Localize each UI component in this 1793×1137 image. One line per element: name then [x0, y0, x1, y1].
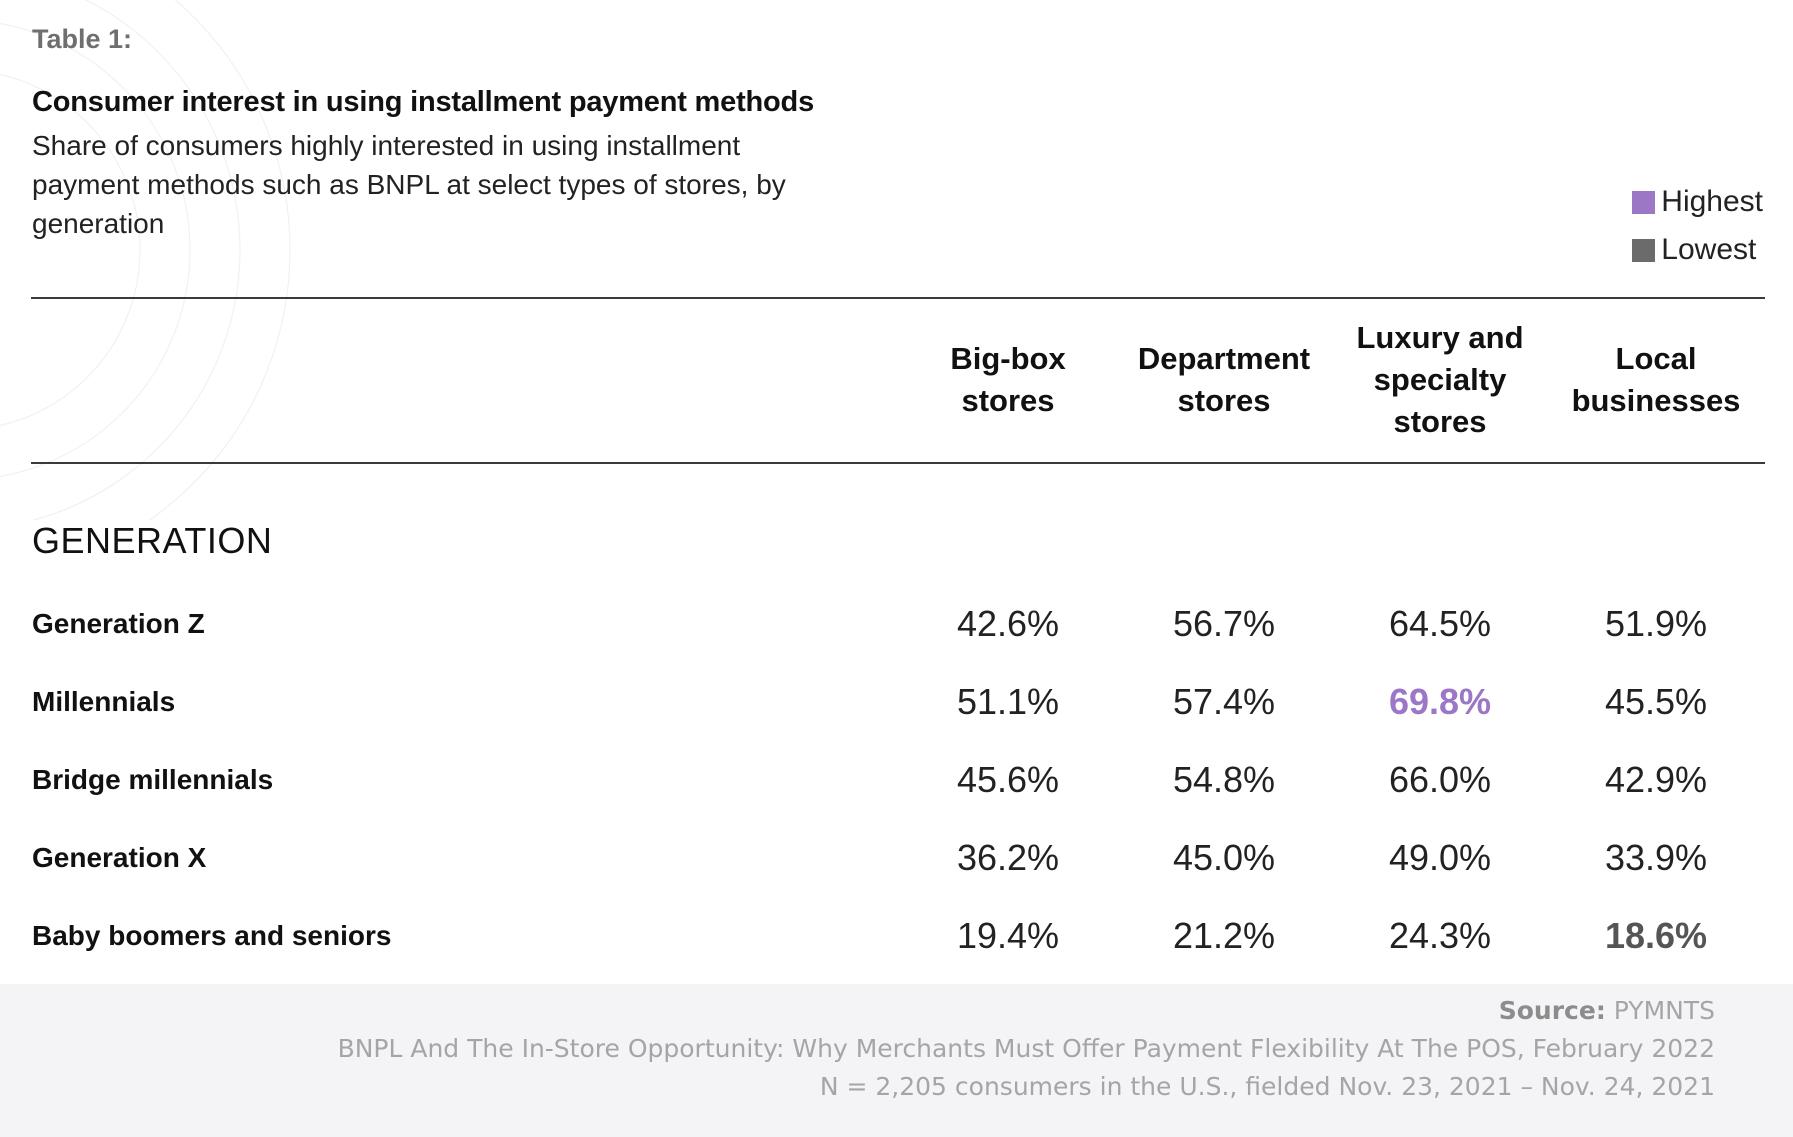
legend-item-lowest: Lowest [1632, 226, 1763, 274]
legend-label-highest: Highest [1661, 185, 1763, 218]
column-header-label: Luxury and specialty stores [1356, 320, 1524, 439]
source-value: PYMNTS [1613, 996, 1715, 1025]
table-cell-lowest: 18.6% [1604, 915, 1708, 956]
header-top-divider [31, 297, 1765, 299]
legend-label-lowest: Lowest [1661, 233, 1757, 266]
report-title-line: BNPL And The In-Store Opportunity: Why M… [337, 1034, 1715, 1063]
table-row-generation-x: Generation X 36.2% 45.0% 49.0% 33.9% [0, 819, 1793, 897]
legend-item-highest: Highest [1632, 178, 1763, 226]
table-subtitle: Share of consumers highly interested in … [32, 130, 786, 239]
table-number-label: Table 1: [32, 24, 133, 54]
table-cell: 42.9% [1604, 759, 1708, 800]
row-label: Generation Z [32, 608, 205, 639]
column-header-department: Department stores [1119, 300, 1329, 460]
background-decoration [0, 0, 291, 520]
table-cell: 49.0% [1388, 837, 1492, 878]
column-header-luxury: Luxury and specialty stores [1335, 300, 1545, 460]
column-header-label: Big-box stores [950, 341, 1066, 418]
table-cell: 33.9% [1604, 837, 1708, 878]
table-cell: 21.2% [1172, 915, 1276, 956]
table-row-baby-boomers: Baby boomers and seniors 19.4% 21.2% 24.… [0, 897, 1793, 975]
table-cell: 42.6% [956, 603, 1060, 644]
section-label-generation: GENERATION [32, 520, 273, 561]
table-row-bridge-millennials: Bridge millennials 45.6% 54.8% 66.0% 42.… [0, 741, 1793, 819]
table-cell: 51.1% [956, 681, 1060, 722]
table-cell-highest: 69.8% [1388, 681, 1492, 722]
source-footer: Source: PYMNTS BNPL And The In-Store Opp… [0, 984, 1793, 1137]
row-label: Millennials [32, 686, 176, 717]
table-row-millennials: Millennials 51.1% 57.4% 69.8% 45.5% [0, 663, 1793, 741]
source-line: Source: PYMNTS [338, 992, 1715, 1030]
table-title: Consumer interest in using installment p… [32, 86, 814, 118]
table-cell: 45.0% [1172, 837, 1276, 878]
header-bottom-divider [31, 462, 1765, 464]
sample-line: N = 2,205 consumers in the U.S., fielded… [819, 1072, 1715, 1101]
column-header-label: Local businesses [1571, 341, 1741, 418]
column-header-big-box: Big-box stores [903, 300, 1113, 460]
table-cell: 54.8% [1172, 759, 1276, 800]
table-cell: 66.0% [1388, 759, 1492, 800]
row-label: Generation X [32, 842, 207, 873]
table-cell: 51.9% [1604, 603, 1708, 644]
table-row-generation-z: Generation Z 42.6% 56.7% 64.5% 51.9% [0, 585, 1793, 663]
source-label: Source: [1498, 996, 1606, 1025]
table-cell: 19.4% [956, 915, 1060, 956]
legend-swatch-lowest [1632, 238, 1656, 262]
table-cell: 56.7% [1172, 603, 1276, 644]
row-label: Baby boomers and seniors [32, 920, 392, 951]
column-header-local: Local businesses [1551, 300, 1761, 460]
table-cell: 57.4% [1172, 681, 1276, 722]
table-cell: 64.5% [1388, 603, 1492, 644]
table-cell: 45.6% [956, 759, 1060, 800]
table-cell: 36.2% [956, 837, 1060, 878]
table-cell: 24.3% [1388, 915, 1492, 956]
table-cell: 45.5% [1604, 681, 1708, 722]
footer-text: Source: PYMNTS BNPL And The In-Store Opp… [338, 992, 1715, 1106]
row-label: Bridge millennials [32, 764, 274, 795]
legend: Highest Lowest [1632, 178, 1763, 274]
column-header-label: Department stores [1137, 341, 1311, 418]
legend-swatch-highest [1632, 190, 1656, 214]
